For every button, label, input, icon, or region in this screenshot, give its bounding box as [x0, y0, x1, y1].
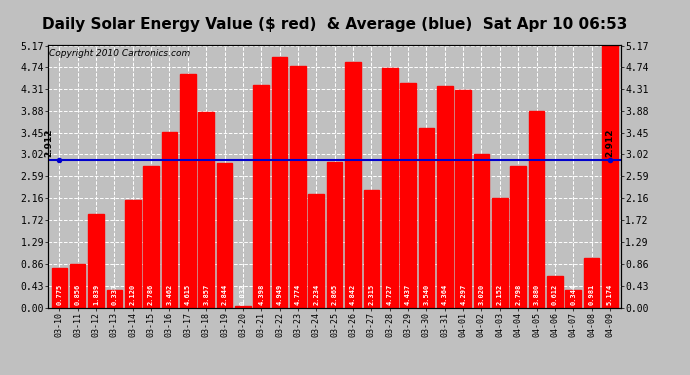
Text: 0.981: 0.981: [589, 284, 595, 306]
Bar: [161, 132, 177, 308]
Text: 3.880: 3.880: [533, 284, 540, 306]
Bar: [382, 68, 397, 308]
Text: 4.615: 4.615: [185, 284, 191, 306]
Text: 2.798: 2.798: [515, 284, 521, 306]
Bar: [566, 290, 581, 308]
Bar: [492, 198, 508, 308]
Text: 3.020: 3.020: [478, 284, 484, 306]
Text: 2.912: 2.912: [606, 129, 615, 158]
Text: 0.612: 0.612: [552, 284, 558, 306]
Text: 3.857: 3.857: [203, 284, 209, 306]
Bar: [70, 264, 86, 308]
Text: 3.540: 3.540: [424, 284, 429, 306]
Text: 4.727: 4.727: [386, 284, 393, 306]
Text: 0.032: 0.032: [240, 284, 246, 306]
Bar: [511, 166, 526, 308]
Text: 0.856: 0.856: [75, 284, 81, 306]
Bar: [327, 162, 342, 308]
Text: Daily Solar Energy Value ($ red)  & Average (blue)  Sat Apr 10 06:53: Daily Solar Energy Value ($ red) & Avera…: [42, 17, 627, 32]
Text: 4.774: 4.774: [295, 284, 301, 306]
Bar: [364, 190, 380, 308]
Text: 0.775: 0.775: [57, 284, 62, 306]
Text: 4.949: 4.949: [277, 284, 283, 306]
Bar: [529, 111, 544, 308]
Bar: [253, 85, 269, 308]
Bar: [547, 276, 563, 308]
Bar: [88, 214, 104, 308]
Bar: [180, 74, 195, 308]
Bar: [602, 45, 618, 308]
Text: 2.234: 2.234: [313, 284, 319, 306]
Bar: [106, 290, 122, 308]
Text: 4.437: 4.437: [405, 284, 411, 306]
Text: 2.865: 2.865: [332, 284, 337, 306]
Bar: [217, 164, 233, 308]
Text: 2.786: 2.786: [148, 284, 154, 306]
Bar: [345, 62, 361, 308]
Text: 3.462: 3.462: [166, 284, 172, 306]
Text: 2.912: 2.912: [45, 129, 54, 158]
Text: 4.364: 4.364: [442, 284, 448, 306]
Bar: [308, 194, 324, 308]
Text: Copyright 2010 Cartronics.com: Copyright 2010 Cartronics.com: [50, 49, 190, 58]
Bar: [235, 306, 250, 308]
Bar: [455, 90, 471, 308]
Bar: [125, 200, 141, 308]
Bar: [198, 112, 214, 308]
Text: 1.839: 1.839: [93, 284, 99, 306]
Bar: [144, 166, 159, 308]
Text: 2.152: 2.152: [497, 284, 503, 306]
Text: 2.844: 2.844: [221, 284, 228, 306]
Text: 4.398: 4.398: [258, 284, 264, 306]
Text: 2.120: 2.120: [130, 284, 136, 306]
Text: 2.315: 2.315: [368, 284, 375, 306]
Bar: [437, 86, 453, 308]
Bar: [272, 57, 287, 308]
Text: 5.174: 5.174: [607, 284, 613, 306]
Bar: [52, 268, 67, 308]
Bar: [419, 128, 434, 308]
Bar: [290, 66, 306, 308]
Text: 0.344: 0.344: [570, 284, 576, 306]
Bar: [584, 258, 600, 307]
Text: 0.337: 0.337: [111, 284, 117, 306]
Bar: [400, 82, 416, 308]
Text: 4.297: 4.297: [460, 284, 466, 306]
Text: 4.842: 4.842: [350, 284, 356, 306]
Bar: [474, 154, 489, 308]
